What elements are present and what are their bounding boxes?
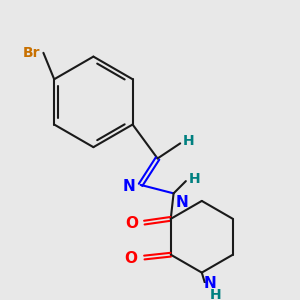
Text: N: N: [123, 179, 136, 194]
Text: Br: Br: [23, 46, 40, 60]
Text: N: N: [176, 195, 188, 210]
Text: H: H: [189, 172, 200, 186]
Text: H: H: [183, 134, 195, 148]
Text: O: O: [125, 251, 138, 266]
Text: O: O: [126, 216, 139, 231]
Text: H: H: [209, 288, 221, 300]
Text: N: N: [204, 276, 216, 291]
